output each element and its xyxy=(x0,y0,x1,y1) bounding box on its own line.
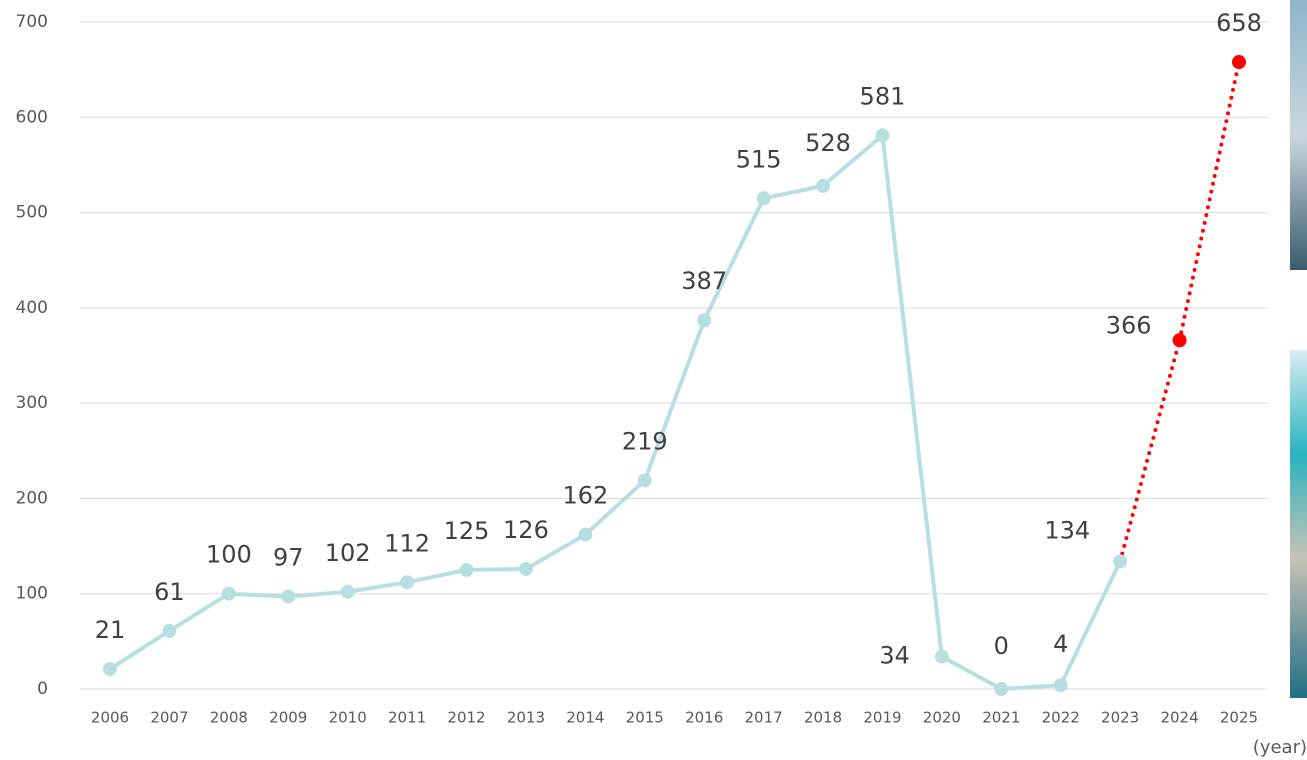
x-tick-label: 2024 xyxy=(1160,709,1198,727)
point xyxy=(816,178,831,193)
point xyxy=(103,661,117,676)
data-label: 34 xyxy=(879,642,910,670)
x-tick-label: 2023 xyxy=(1101,709,1139,727)
point xyxy=(518,561,533,576)
y-tick-label: 400 xyxy=(16,298,48,318)
point xyxy=(400,575,415,590)
data-label: 61 xyxy=(154,578,185,606)
point xyxy=(1231,55,1246,70)
data-label: 658 xyxy=(1216,9,1262,37)
point xyxy=(1172,333,1187,348)
projection-link xyxy=(1118,338,1182,564)
point xyxy=(162,623,177,638)
y-tick-label: 600 xyxy=(16,107,48,127)
x-axis-label: (year) xyxy=(1253,737,1307,758)
y-tick-label: 700 xyxy=(16,12,48,32)
x-tick-label: 2017 xyxy=(745,709,783,727)
y-tick-label: 100 xyxy=(16,584,48,604)
x-tick-label: 2015 xyxy=(626,709,664,727)
x-tick-label: 2016 xyxy=(685,709,723,727)
x-tick-label: 2009 xyxy=(269,709,307,727)
point xyxy=(1113,554,1128,569)
x-tick-label: 2020 xyxy=(923,709,961,727)
point xyxy=(637,473,652,488)
data-label: 112 xyxy=(384,529,430,557)
x-tick-label: 2008 xyxy=(210,709,248,727)
data-label: 162 xyxy=(562,482,608,510)
data-label: 515 xyxy=(736,145,782,173)
x-tick-label: 2021 xyxy=(982,709,1020,727)
photo xyxy=(1290,0,1307,270)
data-label: 219 xyxy=(622,427,668,455)
point xyxy=(459,562,474,577)
data-label: 100 xyxy=(206,541,252,569)
point xyxy=(697,313,712,328)
y-tick-label: 0 xyxy=(37,679,48,699)
data-label: 126 xyxy=(503,516,549,544)
data-label: 134 xyxy=(1044,516,1090,544)
point xyxy=(281,589,296,604)
x-tick-label: 2013 xyxy=(507,709,545,727)
data-label: 0 xyxy=(994,632,1009,660)
x-tick-label: 2014 xyxy=(566,709,604,727)
data-label: 387 xyxy=(681,267,727,295)
series-line xyxy=(108,133,1123,691)
data-label: 125 xyxy=(444,517,490,545)
data-label: 21 xyxy=(95,616,126,644)
data-label: 102 xyxy=(325,539,371,567)
x-tick-label: 2011 xyxy=(388,709,426,727)
y-tick-label: 300 xyxy=(16,393,48,413)
y-tick-label: 500 xyxy=(16,203,48,223)
point xyxy=(875,128,890,143)
x-tick-label: 2018 xyxy=(804,709,842,727)
x-tick-label: 2025 xyxy=(1220,709,1258,727)
point xyxy=(1053,678,1068,693)
data-label: 97 xyxy=(273,544,304,572)
point xyxy=(221,586,236,601)
x-tick-label: 2010 xyxy=(329,709,367,727)
point xyxy=(756,191,771,206)
x-tick-label: 2019 xyxy=(863,709,901,727)
data-label: 4 xyxy=(1053,630,1068,658)
data-label: 581 xyxy=(860,82,906,110)
point xyxy=(340,584,355,599)
y-tick-label: 200 xyxy=(16,488,48,508)
x-tick-label: 2022 xyxy=(1042,709,1080,727)
data-label: 528 xyxy=(805,129,851,157)
photo xyxy=(1290,350,1307,698)
point xyxy=(994,682,1009,696)
point xyxy=(578,527,593,542)
x-tick-label: 2007 xyxy=(150,709,188,727)
series-line xyxy=(1177,60,1241,343)
x-tick-label: 2006 xyxy=(91,709,129,727)
data-label: 366 xyxy=(1106,311,1152,339)
point xyxy=(934,649,949,664)
x-tick-label: 2012 xyxy=(447,709,485,727)
